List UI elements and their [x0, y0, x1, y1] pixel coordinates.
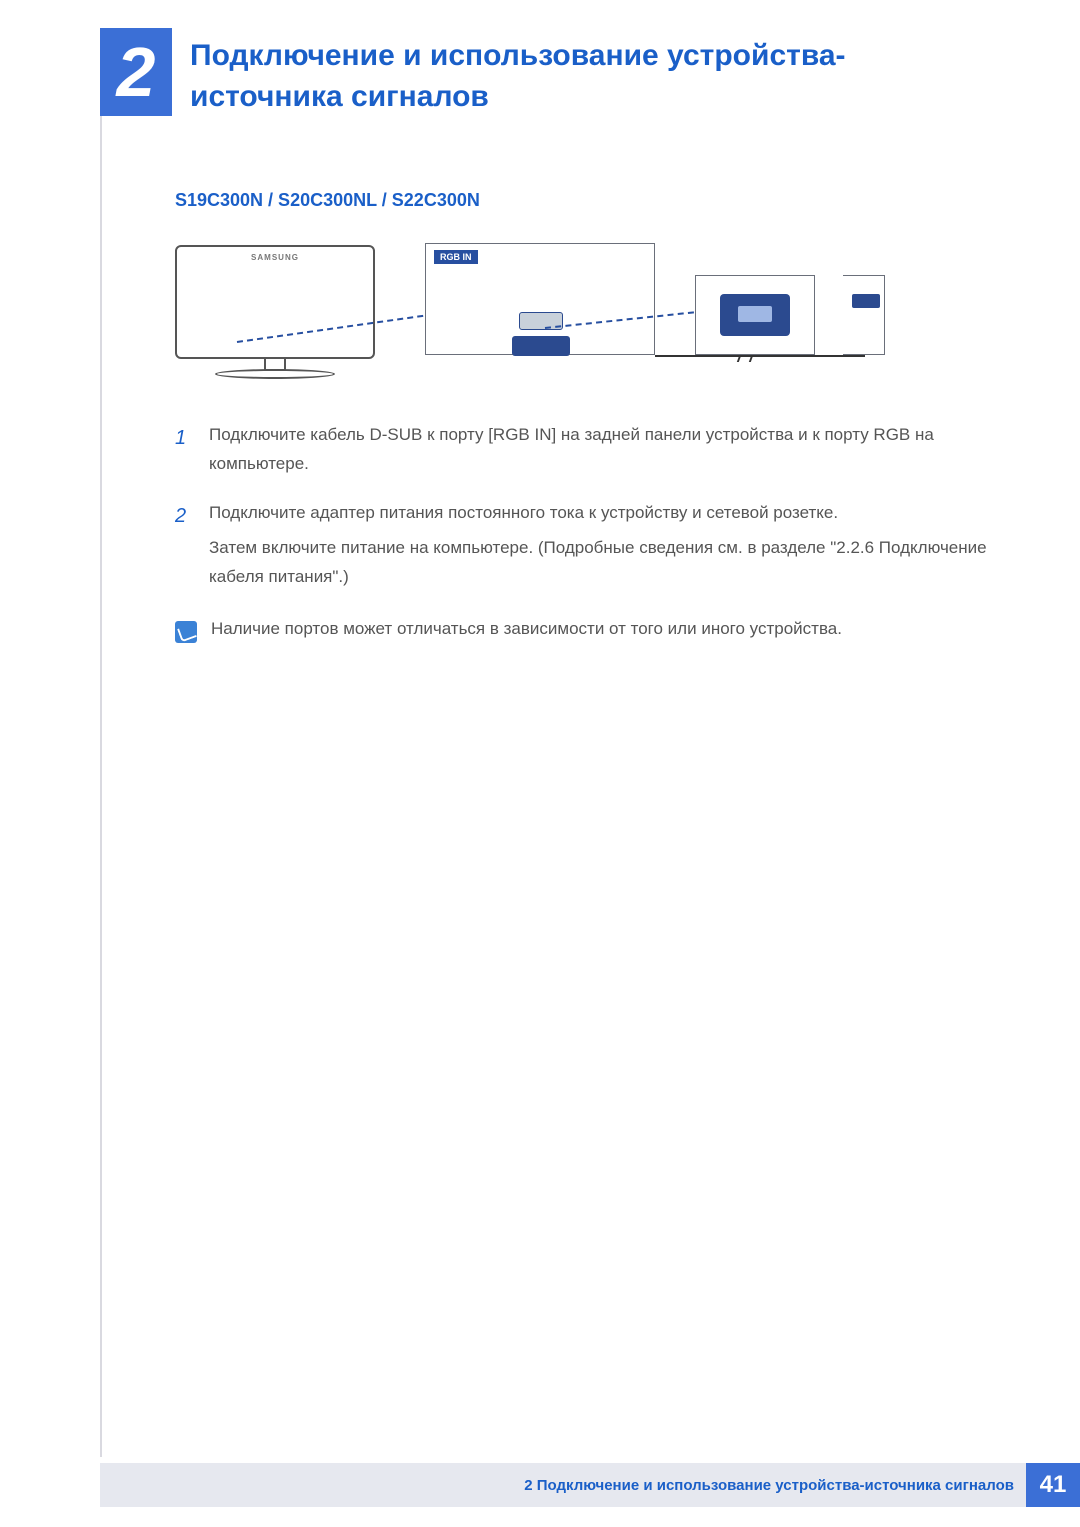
dsub-plug-icon	[512, 336, 570, 356]
step-text: Затем включите питание на компьютере. (П…	[209, 534, 990, 592]
step-number: 2	[175, 499, 193, 598]
rgb-in-label: RGB IN	[434, 250, 478, 264]
chapter-number-badge: 2	[100, 28, 172, 116]
connection-diagram: SAMSUNG RGB IN	[175, 241, 885, 401]
step-body: Подключите кабель D-SUB к порту [RGB IN]…	[209, 421, 990, 485]
content-area: S19C300N / S20C300NL / S22C300N SAMSUNG …	[175, 190, 990, 643]
step-text: Подключите адаптер питания постоянного т…	[209, 499, 990, 528]
steps-list: 1 Подключите кабель D-SUB к порту [RGB I…	[175, 421, 990, 597]
pc-port-callout	[843, 275, 885, 355]
step-text: Подключите кабель D-SUB к порту [RGB IN]…	[209, 421, 990, 479]
step-item: 2 Подключите адаптер питания постоянного…	[175, 499, 990, 598]
page-footer: 2 Подключение и использование устройства…	[100, 1463, 1080, 1507]
monitor-brand-label: SAMSUNG	[251, 253, 299, 262]
left-vertical-rule	[100, 28, 102, 1457]
cable-plug-callout	[695, 275, 815, 355]
chapter-title: Подключение и использование устройства-и…	[190, 36, 990, 117]
footer-chapter-text: 2 Подключение и использование устройства…	[524, 1477, 1014, 1494]
note-row: Наличие портов может отличаться в зависи…	[175, 619, 990, 643]
monitor-illustration: SAMSUNG	[175, 245, 375, 395]
footer-page-number: 41	[1026, 1463, 1080, 1507]
rgb-port-callout: RGB IN	[425, 243, 655, 355]
step-item: 1 Подключите кабель D-SUB к порту [RGB I…	[175, 421, 990, 485]
note-text: Наличие портов может отличаться в зависи…	[211, 619, 842, 639]
step-number: 1	[175, 421, 193, 485]
pc-rgb-port-icon	[852, 294, 880, 308]
cable-line	[655, 355, 865, 357]
step-body: Подключите адаптер питания постоянного т…	[209, 499, 990, 598]
note-icon	[175, 621, 197, 643]
vga-plug-icon	[720, 294, 790, 336]
model-heading: S19C300N / S20C300NL / S22C300N	[175, 190, 990, 211]
